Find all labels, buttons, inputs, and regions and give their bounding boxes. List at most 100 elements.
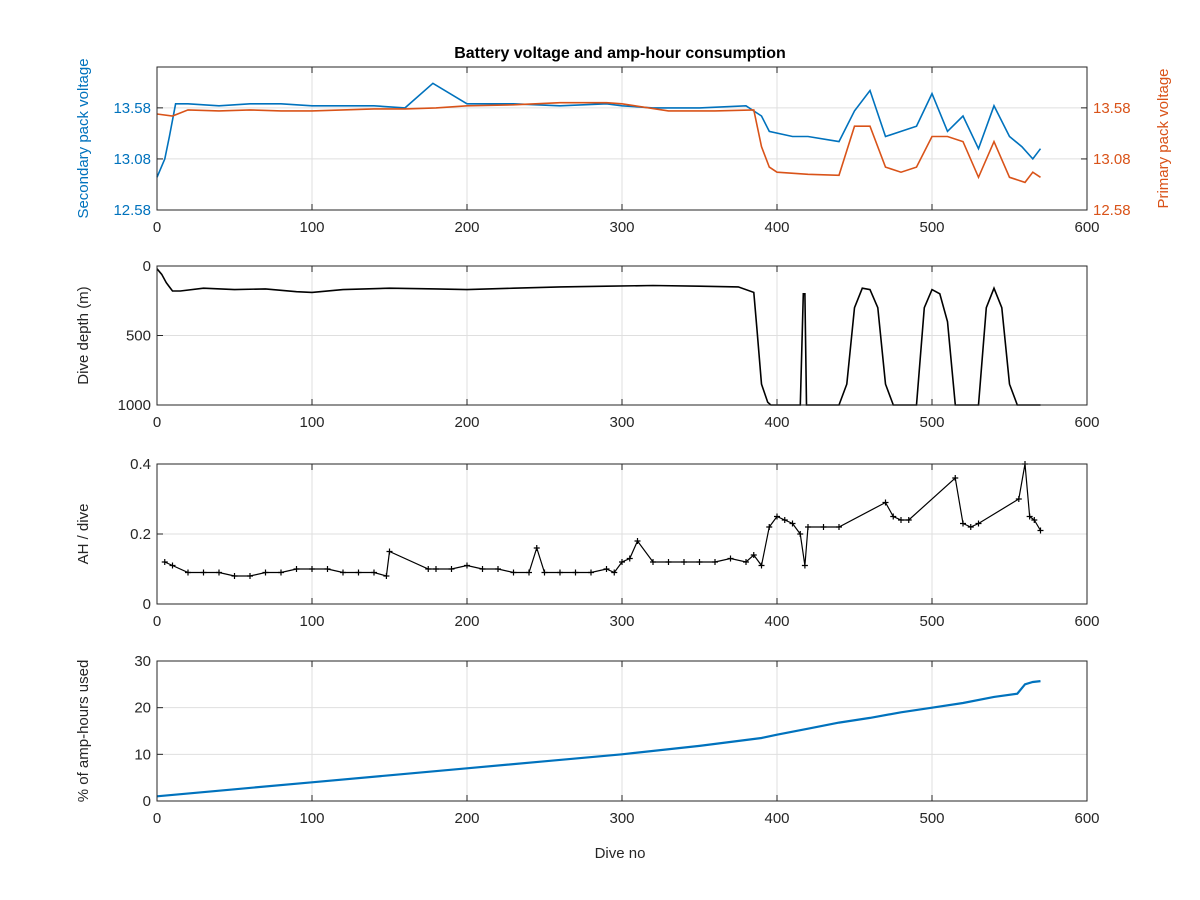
data-point-marker <box>960 520 966 527</box>
y-tick-label: 12.58 <box>113 202 151 219</box>
data-point-marker <box>626 555 633 562</box>
data-point-marker <box>293 566 300 572</box>
x-tick-label: 400 <box>764 810 789 827</box>
x-tick-label: 400 <box>764 219 789 236</box>
y-right-axis-label: Primary pack voltage <box>1155 68 1172 208</box>
data-point-marker <box>324 566 331 572</box>
x-tick-label: 0 <box>153 810 161 827</box>
series-line-1 <box>156 82 1042 178</box>
data-point-marker <box>1031 517 1038 523</box>
data-point-marker <box>801 562 808 569</box>
data-point-marker <box>371 569 377 576</box>
series-line-2 <box>156 101 1041 184</box>
data-point-marker <box>905 517 912 523</box>
x-tick-label: 0 <box>153 613 161 630</box>
y-axis-label: % of amp-hours used <box>75 660 92 803</box>
data-point-marker <box>247 573 253 579</box>
data-point-marker <box>727 555 734 562</box>
x-tick-label: 100 <box>299 414 324 431</box>
data-point-marker <box>774 513 780 520</box>
data-point-marker <box>510 569 517 576</box>
data-point-marker <box>464 562 470 569</box>
data-point-marker <box>975 520 982 527</box>
data-point-marker <box>750 552 757 558</box>
x-tick-label: 300 <box>609 810 634 827</box>
data-point-marker <box>533 545 540 551</box>
series-line-1 <box>156 680 1041 798</box>
data-point-marker <box>634 538 641 544</box>
x-tick-label: 0 <box>153 219 161 236</box>
y-tick-label: 13.08 <box>113 151 151 168</box>
y-tick-label: 30 <box>134 653 151 670</box>
data-point-marker <box>340 569 346 576</box>
data-point-marker <box>611 569 618 576</box>
x-axis-label: Dive no <box>595 845 646 862</box>
x-tick-label: 500 <box>919 414 944 431</box>
y-tick-label: 1000 <box>118 397 151 414</box>
y-tick-label: 10 <box>134 746 151 763</box>
x-tick-label: 500 <box>919 219 944 236</box>
y-tick-label: 0 <box>143 596 151 613</box>
data-point-marker <box>952 475 959 481</box>
y-tick-label: 0.4 <box>130 456 151 473</box>
data-point-marker <box>681 559 687 565</box>
x-tick-label: 100 <box>299 613 324 630</box>
x-tick-label: 400 <box>764 613 789 630</box>
data-point-marker <box>588 569 594 576</box>
x-tick-label: 300 <box>609 219 634 236</box>
data-point-marker <box>1015 496 1022 502</box>
data-point-marker <box>425 566 432 572</box>
y-tick-label: 500 <box>126 328 151 345</box>
data-point-marker <box>712 559 718 565</box>
y-tick-label: 0 <box>143 258 151 275</box>
data-point-marker <box>448 566 455 572</box>
data-point-marker <box>309 566 315 572</box>
data-point-marker <box>433 566 439 572</box>
x-tick-label: 400 <box>764 414 789 431</box>
x-tick-label: 600 <box>1074 414 1099 431</box>
data-point-marker <box>355 569 362 576</box>
data-point-marker <box>789 520 796 527</box>
data-point-marker <box>572 569 579 576</box>
data-point-marker <box>262 569 269 576</box>
data-point-marker <box>967 524 974 530</box>
y-right-tick-label: 12.58 <box>1093 202 1131 219</box>
data-point-marker <box>479 566 486 572</box>
y-tick-label: 13.58 <box>113 100 151 117</box>
x-tick-label: 0 <box>153 414 161 431</box>
data-point-marker <box>161 559 168 565</box>
x-tick-label: 200 <box>454 414 479 431</box>
subplot-1: 0 100 200 300 400 500 60012.5813.0813.58Second… <box>75 58 1172 236</box>
data-point-marker <box>781 517 788 523</box>
data-point-marker <box>231 573 238 579</box>
x-tick-label: 600 <box>1074 613 1099 630</box>
y-right-tick-label: 13.08 <box>1093 151 1131 168</box>
y-tick-label: 0.2 <box>130 526 151 543</box>
y-tick-label: 0 <box>143 793 151 810</box>
x-tick-label: 500 <box>919 613 944 630</box>
data-point-marker <box>526 569 532 576</box>
chart-title: Battery voltage and amp-hour consumption <box>454 45 786 62</box>
data-point-marker <box>541 569 548 576</box>
data-point-marker <box>650 559 656 565</box>
data-point-marker <box>805 524 811 530</box>
x-tick-label: 500 <box>919 810 944 827</box>
x-tick-label: 300 <box>609 414 634 431</box>
data-point-marker <box>898 517 904 523</box>
data-point-marker <box>890 513 897 520</box>
data-point-marker <box>766 524 773 530</box>
x-tick-label: 200 <box>454 219 479 236</box>
data-point-marker <box>200 569 207 576</box>
data-point-marker <box>836 524 842 530</box>
data-point-marker <box>169 562 176 569</box>
data-point-marker <box>557 569 563 576</box>
data-point-marker <box>278 569 284 576</box>
y-axis-label: AH / dive <box>75 504 92 565</box>
y-right-tick-label: 13.58 <box>1093 100 1131 117</box>
subplot-2: 0 100 200 300 400 500 600 0 500 1000 Dive depth (m… <box>75 258 1100 431</box>
y-axis-label: Secondary pack voltage <box>75 58 92 218</box>
data-point-marker <box>882 499 889 506</box>
data-point-marker <box>797 531 804 537</box>
x-tick-label: 300 <box>609 613 634 630</box>
